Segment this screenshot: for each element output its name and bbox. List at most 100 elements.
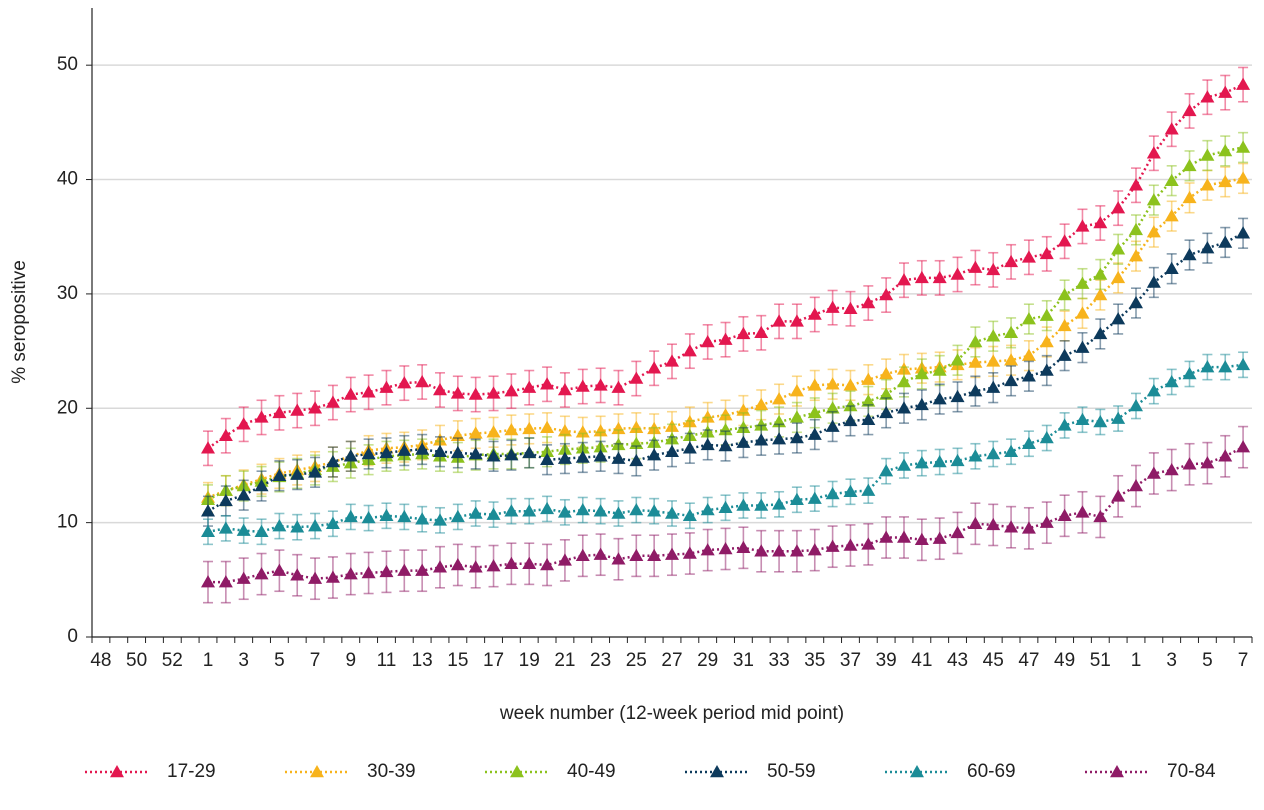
marker: [754, 397, 769, 411]
marker: [325, 516, 340, 530]
marker: [504, 504, 519, 517]
marker: [343, 449, 358, 462]
marker: [1182, 103, 1197, 117]
marker: [807, 427, 822, 440]
x-tick-label: 49: [1054, 650, 1075, 671]
x-tick-label: 39: [876, 650, 897, 671]
marker: [1039, 515, 1054, 528]
marker: [272, 563, 287, 576]
marker: [1004, 254, 1019, 268]
marker: [308, 401, 323, 414]
marker: [861, 537, 876, 550]
marker: [1021, 250, 1036, 263]
marker: [647, 548, 662, 562]
marker: [879, 366, 894, 380]
marker: [1093, 216, 1108, 229]
series: [201, 351, 1251, 546]
marker: [1057, 288, 1072, 301]
marker: [897, 374, 911, 388]
marker: [1129, 296, 1143, 309]
marker: [932, 531, 947, 544]
marker: [343, 387, 358, 400]
marker: [1075, 306, 1090, 319]
series: [201, 425, 1251, 604]
marker: [1146, 225, 1161, 238]
marker: [968, 449, 983, 462]
marker: [843, 413, 858, 427]
y-tick-label: 10: [57, 512, 78, 533]
marker: [611, 552, 626, 565]
marker: [950, 267, 965, 280]
marker: [682, 508, 697, 522]
x-tick-label: 5: [274, 650, 285, 671]
marker: [1111, 312, 1126, 325]
marker: [1111, 489, 1126, 502]
marker: [968, 355, 983, 368]
marker: [986, 262, 1001, 276]
marker: [718, 332, 733, 345]
y-tick-label: 50: [57, 54, 78, 75]
marker: [986, 447, 1001, 460]
marker: [308, 571, 323, 584]
marker: [718, 408, 733, 421]
marker: [897, 401, 911, 414]
marker: [700, 334, 715, 348]
marker: [736, 540, 751, 554]
marker: [914, 532, 929, 546]
marker: [1146, 384, 1161, 397]
marker: [361, 511, 376, 524]
marker: [879, 288, 894, 301]
marker: [254, 567, 269, 580]
marker: [825, 487, 840, 500]
legend-item: 30-39: [285, 761, 416, 782]
series-line: [207, 363, 1244, 534]
marker: [504, 423, 519, 436]
marker: [611, 380, 626, 393]
marker: [914, 397, 929, 411]
marker: [1057, 234, 1072, 247]
marker: [575, 503, 590, 516]
marker: [1182, 248, 1197, 261]
marker: [1111, 270, 1126, 284]
marker: [789, 544, 804, 557]
marker: [986, 354, 1001, 367]
marker: [665, 444, 679, 457]
x-tick-label: 50: [126, 650, 147, 671]
marker: [236, 523, 251, 536]
marker: [843, 484, 858, 498]
marker: [557, 382, 572, 396]
marker: [843, 301, 858, 315]
marker: [1236, 226, 1251, 239]
marker: [218, 521, 233, 534]
marker: [861, 483, 876, 496]
marker: [1021, 348, 1036, 361]
marker: [736, 420, 751, 433]
marker: [540, 557, 555, 571]
marker: [986, 329, 1001, 342]
marker: [575, 425, 590, 438]
marker: [950, 353, 965, 366]
marker: [914, 456, 929, 469]
marker: [879, 530, 894, 543]
marker: [468, 447, 483, 460]
marker: [522, 504, 537, 517]
marker: [879, 405, 894, 419]
x-tick-label: 45: [983, 650, 1004, 671]
x-tick-label: 37: [840, 650, 861, 671]
marker: [825, 539, 840, 552]
x-tick-label: 13: [412, 650, 433, 671]
marker: [1075, 276, 1090, 289]
marker: [218, 575, 233, 588]
marker: [1164, 122, 1179, 135]
marker: [861, 394, 876, 407]
marker: [825, 419, 840, 432]
marker: [433, 560, 447, 573]
y-tick-label: 0: [67, 626, 78, 647]
marker: [450, 557, 465, 571]
marker: [379, 508, 394, 522]
legend-marker: [1110, 765, 1124, 778]
marker: [415, 442, 430, 455]
marker: [1164, 463, 1179, 476]
marker: [1039, 246, 1054, 260]
